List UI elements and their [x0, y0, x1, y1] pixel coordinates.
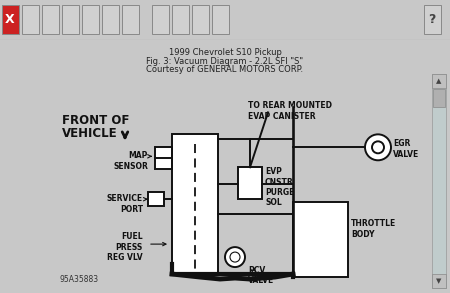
- FancyBboxPatch shape: [152, 6, 168, 34]
- Text: ▲: ▲: [436, 79, 442, 84]
- FancyBboxPatch shape: [41, 6, 58, 34]
- Text: 1999 Chevrolet S10 Pickup: 1999 Chevrolet S10 Pickup: [169, 47, 281, 57]
- Bar: [432, 74, 446, 288]
- Text: MAP
SENSOR: MAP SENSOR: [113, 151, 148, 171]
- Bar: [172, 134, 218, 274]
- Text: SERVICE
PORT: SERVICE PORT: [107, 194, 143, 214]
- Text: EGR
VALVE: EGR VALVE: [393, 139, 419, 159]
- Bar: [432, 74, 446, 88]
- Text: PCV
VALVE: PCV VALVE: [248, 266, 274, 285]
- FancyBboxPatch shape: [423, 6, 441, 34]
- FancyBboxPatch shape: [1, 6, 18, 34]
- Circle shape: [230, 252, 240, 262]
- FancyBboxPatch shape: [212, 6, 229, 34]
- Text: THROTTLE
BODY: THROTTLE BODY: [351, 219, 396, 239]
- FancyBboxPatch shape: [122, 6, 139, 34]
- Bar: [432, 274, 446, 288]
- Text: EVP
CNSTR
PURGE
SOL: EVP CNSTR PURGE SOL: [265, 167, 294, 207]
- Text: FUEL
PRESS
REG VLV: FUEL PRESS REG VLV: [108, 232, 143, 262]
- Text: 95A35883: 95A35883: [60, 275, 99, 284]
- Bar: [433, 89, 445, 108]
- FancyBboxPatch shape: [102, 6, 118, 34]
- Text: FRONT OF: FRONT OF: [62, 114, 130, 127]
- Text: ▼: ▼: [436, 278, 442, 284]
- Circle shape: [372, 141, 384, 153]
- Text: Fig. 3: Vacuum Diagram - 2.2L SFI "S": Fig. 3: Vacuum Diagram - 2.2L SFI "S": [146, 57, 304, 66]
- FancyBboxPatch shape: [81, 6, 99, 34]
- Bar: [148, 192, 164, 206]
- Text: VEHICLE: VEHICLE: [62, 127, 117, 140]
- FancyBboxPatch shape: [171, 6, 189, 34]
- Text: TO REAR MOUNTED
EVAP CANISTER: TO REAR MOUNTED EVAP CANISTER: [248, 101, 332, 121]
- Circle shape: [225, 247, 245, 267]
- Text: ?: ?: [428, 13, 436, 26]
- Circle shape: [365, 134, 391, 160]
- FancyBboxPatch shape: [22, 6, 39, 34]
- FancyBboxPatch shape: [62, 6, 78, 34]
- Text: X: X: [5, 13, 15, 26]
- Bar: [293, 202, 348, 277]
- FancyBboxPatch shape: [192, 6, 208, 34]
- Text: Courtesy of GENERAL MOTORS CORP.: Courtesy of GENERAL MOTORS CORP.: [146, 66, 304, 74]
- Bar: [238, 167, 262, 199]
- Bar: [155, 147, 172, 169]
